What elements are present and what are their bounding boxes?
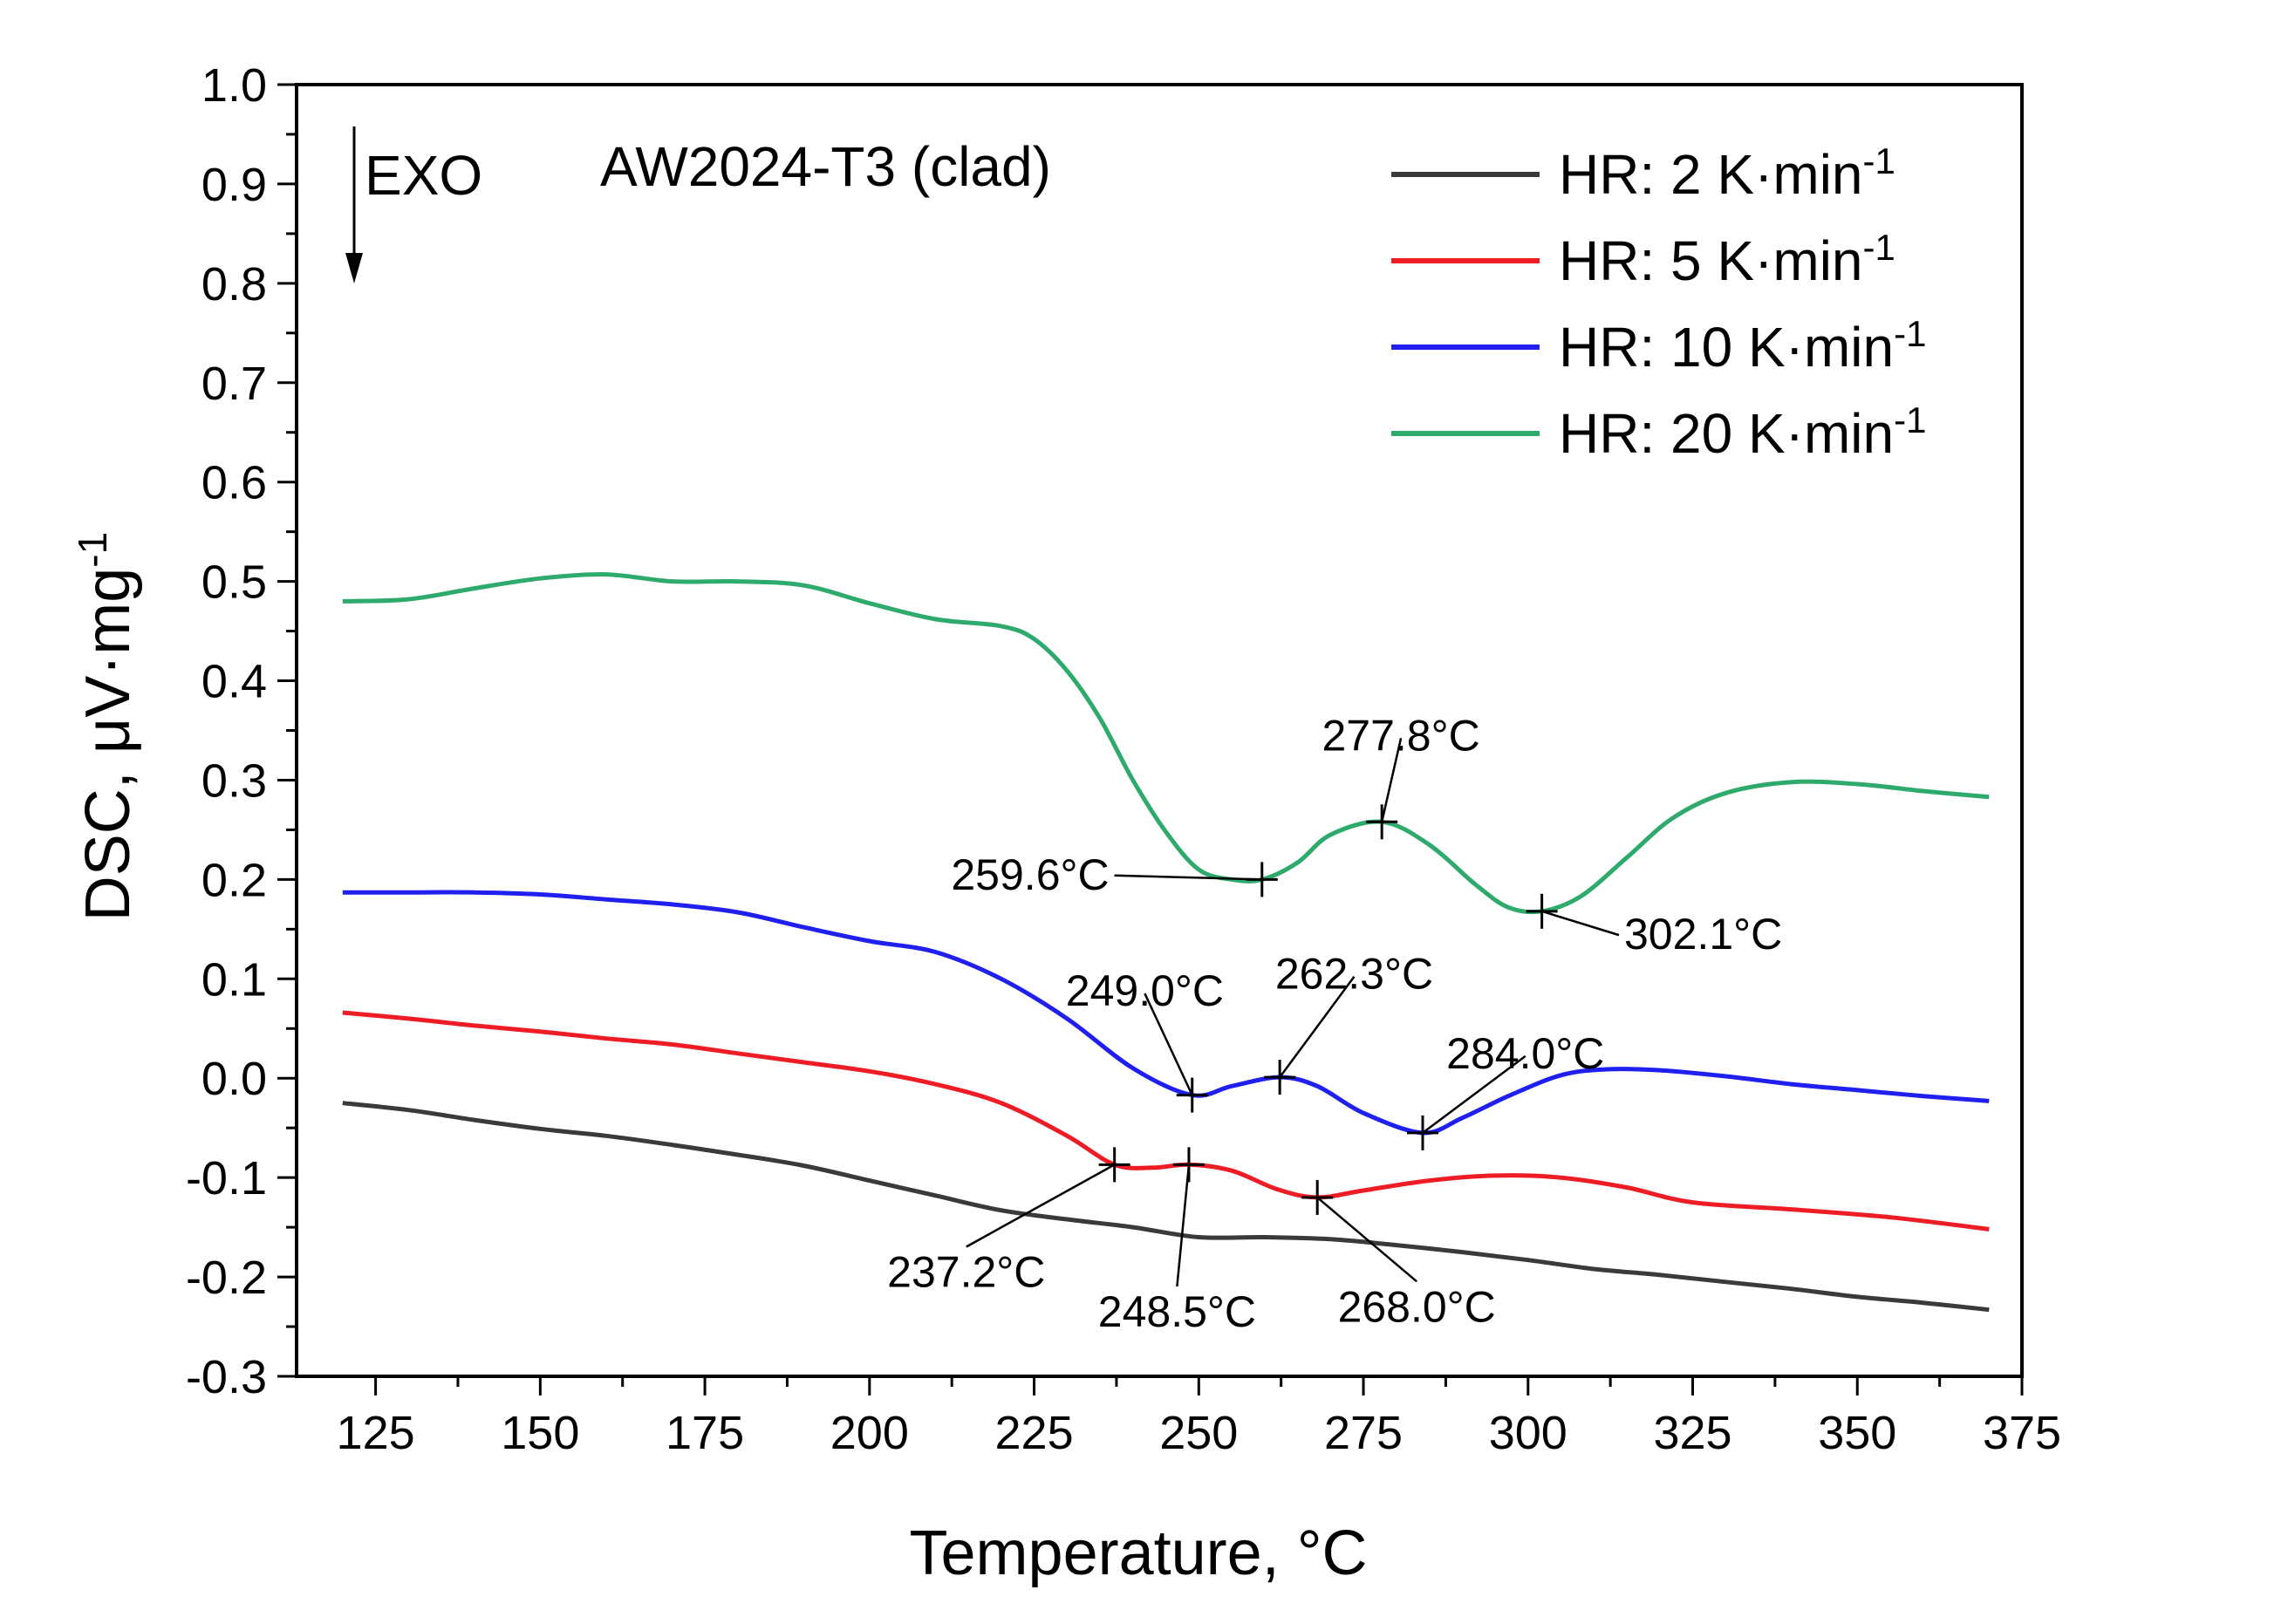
- y-axis-title-base: DSC, μV·mg: [73, 568, 143, 922]
- annotation-label: 302.1°C: [1624, 910, 1782, 959]
- x-tick-label: 125: [337, 1407, 415, 1459]
- annotation-label: 262.3°C: [1275, 950, 1433, 999]
- y-tick-label: 0.0: [201, 1053, 267, 1105]
- exo-arrow-head: [345, 253, 363, 283]
- x-tick-label: 150: [501, 1407, 579, 1459]
- x-tick-label: 275: [1324, 1407, 1403, 1459]
- x-tick-label: 350: [1818, 1407, 1896, 1459]
- series-line-3: [342, 572, 1990, 915]
- annotation-layer: 277.8°C 259.6°C 302.1°C 249.0°C 262.3°C 284.0…: [887, 711, 1782, 1336]
- annotation-leader: [1422, 1054, 1526, 1134]
- x-axis-title: Temperature, °C: [910, 1518, 1368, 1588]
- exo-label: EXO: [365, 144, 482, 207]
- y-tick-label: 0.9: [201, 159, 267, 211]
- legend-label-base: HR: 20 K·min: [1559, 402, 1894, 465]
- y-tick-label: 0.8: [201, 258, 267, 310]
- x-tick-label: 200: [830, 1407, 909, 1459]
- y-tick-label: 0.7: [201, 358, 267, 410]
- legend-label-base: HR: 5 K·min: [1559, 229, 1863, 292]
- x-tick-label: 225: [995, 1407, 1074, 1459]
- series-line-2: [342, 890, 1990, 1136]
- series-line-0: [342, 1101, 1990, 1313]
- annotation-label: 237.2°C: [887, 1247, 1045, 1296]
- y-tick-label: 0.4: [201, 656, 267, 708]
- legend-label-1: HR: 5 K·min-1: [1559, 227, 1895, 293]
- x-tick-label: 300: [1489, 1407, 1567, 1459]
- y-tick-label: 0.2: [201, 854, 267, 906]
- legend-label-sup: -1: [1863, 227, 1895, 268]
- y-tick-label: 0.3: [201, 754, 267, 807]
- annotation-leader: [966, 1163, 1116, 1248]
- legend-label-base: HR: 10 K·min: [1559, 316, 1894, 379]
- annotation-label: 277.8°C: [1322, 711, 1479, 760]
- y-tick-label: -0.1: [186, 1152, 267, 1204]
- legend: HR: 2 K·min-1HR: 5 K·min-1HR: 10 K·min-1…: [1391, 140, 1926, 466]
- legend-label-sup: -1: [1894, 399, 1926, 440]
- chart-title: AW2024-T3 (clad): [600, 135, 1051, 198]
- x-tick-label: 375: [1983, 1407, 2061, 1459]
- plot-frame: [295, 83, 2024, 1378]
- legend-label-sup: -1: [1863, 140, 1895, 181]
- y-tick-label: 0.5: [201, 556, 267, 609]
- annotation-leader: [1380, 738, 1403, 822]
- y-axis-title-sup: -1: [70, 532, 115, 568]
- legend-label-3: HR: 20 K·min-1: [1559, 399, 1926, 466]
- y-tick-label: 1.0: [201, 59, 267, 112]
- exo-indicator: EXO: [345, 126, 482, 283]
- series-line-1: [342, 1010, 1990, 1232]
- annotation-leader: [1316, 1196, 1417, 1283]
- annotation-leader: [1114, 874, 1262, 881]
- y-axis-title: DSC, μV·mg-1: [70, 532, 143, 921]
- legend-label-0: HR: 2 K·min-1: [1559, 140, 1895, 207]
- annotation-label: 249.0°C: [1066, 966, 1224, 1015]
- annotation-leader: [1541, 910, 1620, 937]
- legend-label-2: HR: 10 K·min-1: [1559, 313, 1926, 379]
- annotation-label: 268.0°C: [1338, 1282, 1496, 1331]
- y-tick-label: -0.2: [186, 1252, 267, 1304]
- y-tick-label: -0.3: [186, 1351, 267, 1403]
- series-layer: [342, 572, 1990, 1313]
- x-tick-label: 250: [1159, 1407, 1238, 1459]
- annotation-label: 284.0°C: [1446, 1029, 1604, 1078]
- annotation-leader: [1279, 975, 1356, 1078]
- annotation-leader: [1176, 1164, 1191, 1287]
- y-tick-label: 0.6: [201, 457, 267, 509]
- x-tick-label: 175: [666, 1407, 744, 1459]
- annotation-leader: [1144, 993, 1193, 1096]
- x-tick-label: 325: [1653, 1407, 1731, 1459]
- annotation-label: 259.6°C: [951, 850, 1109, 899]
- tick-layer: 125 150 175 200 225 250 275 300 325 350 375 -0.3 -0.…: [186, 59, 2061, 1459]
- legend-label-base: HR: 2 K·min: [1559, 143, 1863, 206]
- y-tick-label: 0.1: [201, 953, 267, 1006]
- annotation-label: 248.5°C: [1098, 1287, 1256, 1336]
- legend-label-sup: -1: [1894, 313, 1926, 354]
